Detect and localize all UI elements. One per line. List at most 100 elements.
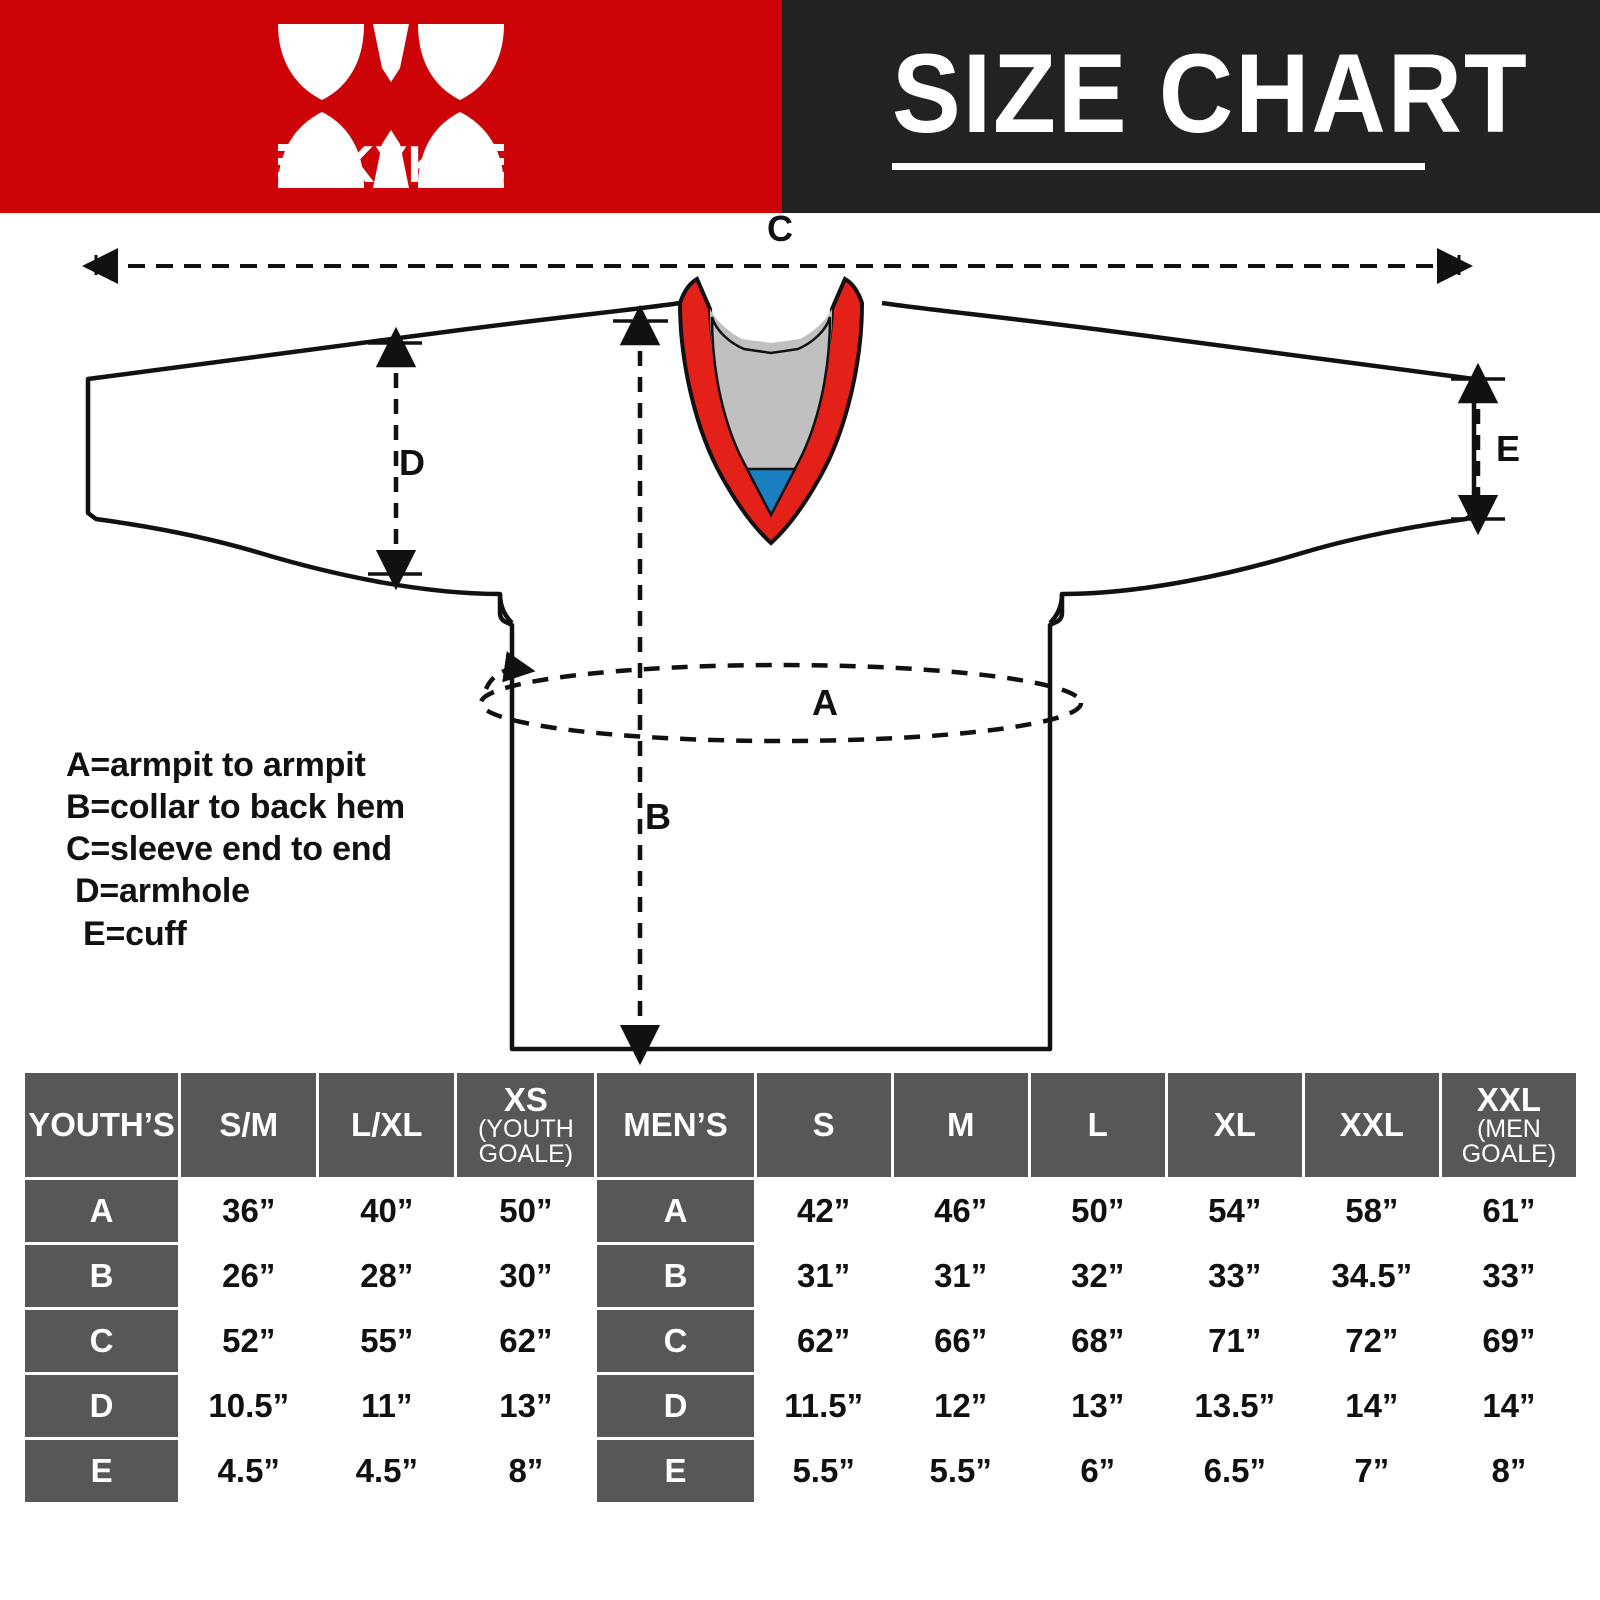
cell-youth: 13” — [457, 1375, 595, 1437]
row-label-youth: D — [25, 1375, 179, 1437]
cell-mens: 5.5” — [893, 1440, 1028, 1502]
row-label-youth: E — [25, 1440, 179, 1502]
header-mens-xxl-goale-main: XXL — [1476, 1081, 1542, 1119]
cell-mens: 6” — [1030, 1440, 1165, 1502]
kxk-wordmark: KXK — [278, 135, 504, 190]
row-label-mens: C — [597, 1310, 754, 1372]
header-youth-xs-main: XS — [503, 1081, 548, 1119]
cell-mens: 32” — [1030, 1245, 1165, 1307]
cell-youth: 4.5” — [181, 1440, 317, 1502]
cell-mens: 7” — [1304, 1440, 1439, 1502]
cell-mens: 33” — [1441, 1245, 1576, 1307]
row-label-youth: B — [25, 1245, 179, 1307]
header-mens-s: S — [756, 1073, 891, 1177]
brand-panel: KXK — [0, 0, 782, 213]
dimension-label-e: E — [1496, 428, 1520, 469]
size-table: YOUTH’S S/M L/XL XS (YOUTH GOALE) MEN’S … — [22, 1070, 1579, 1505]
cell-mens: 8” — [1441, 1440, 1576, 1502]
cell-mens: 42” — [756, 1180, 891, 1242]
legend-line-a: A=armpit to armpit — [66, 746, 366, 784]
dimension-e: E — [1451, 362, 1520, 536]
dimension-a: A — [478, 651, 1084, 744]
cell-mens: 50” — [1030, 1180, 1165, 1242]
measurement-legend: A=armpit to armpit B=collar to back hem … — [66, 744, 405, 955]
cell-youth: 8” — [457, 1440, 595, 1502]
cell-youth: 40” — [319, 1180, 455, 1242]
size-table-wrap: YOUTH’S S/M L/XL XS (YOUTH GOALE) MEN’S … — [22, 1070, 1579, 1505]
cell-mens: 68” — [1030, 1310, 1165, 1372]
header-mens-l: L — [1030, 1073, 1165, 1177]
cell-mens: 72” — [1304, 1310, 1439, 1372]
header-mens-xl: XL — [1167, 1073, 1302, 1177]
cell-mens: 31” — [756, 1245, 891, 1307]
svg-text:KXK: KXK — [338, 135, 444, 190]
page-header: KXK SIZE CHART — [0, 0, 1600, 213]
row-label-mens: A — [597, 1180, 754, 1242]
cell-mens: 54” — [1167, 1180, 1302, 1242]
dimension-label-d: D — [399, 442, 425, 483]
legend-line-b: B=collar to back hem — [66, 788, 405, 827]
row-label-mens: D — [597, 1375, 754, 1437]
cell-mens: 13” — [1030, 1375, 1165, 1437]
title-panel: SIZE CHART — [782, 0, 1600, 213]
row-label-mens: B — [597, 1245, 754, 1307]
dimension-label-c: C — [767, 213, 793, 249]
header-youth-xs-sub: (YOUTH GOALE) — [477, 1114, 574, 1168]
row-label-youth: A — [25, 1180, 179, 1242]
header-youth-xs: XS (YOUTH GOALE) — [457, 1073, 595, 1177]
jersey-collar — [677, 276, 865, 546]
kxk-logo-mark — [278, 23, 504, 188]
cell-youth: 26” — [181, 1245, 317, 1307]
header-youth-group: YOUTH’S — [25, 1073, 179, 1177]
cell-mens: 62” — [756, 1310, 891, 1372]
cell-youth: 10.5” — [181, 1375, 317, 1437]
row-label-mens: E — [597, 1440, 754, 1502]
cell-mens: 33” — [1167, 1245, 1302, 1307]
cell-mens: 12” — [893, 1375, 1028, 1437]
cell-mens: 11.5” — [756, 1375, 891, 1437]
cell-mens: 69” — [1441, 1310, 1576, 1372]
jersey-diagram-svg: C D — [82, 213, 1520, 1066]
table-row: A 36” 40” 50” A 42” 46” 50” 54” 58” 61” — [25, 1180, 1576, 1242]
jersey-diagram: C D — [0, 213, 1600, 1070]
table-row: C 52” 55” 62” C 62” 66” 68” 71” 72” 69” — [25, 1310, 1576, 1372]
cell-mens: 66” — [893, 1310, 1028, 1372]
legend-line-c: C=sleeve end to end — [66, 830, 392, 869]
table-row: E 4.5” 4.5” 8” E 5.5” 5.5” 6” 6.5” 7” 8” — [25, 1440, 1576, 1502]
header-mens-xxl-goale-sub: (MEN GOALE) — [1461, 1114, 1557, 1168]
dimension-label-a: A — [812, 682, 838, 723]
cell-mens: 58” — [1304, 1180, 1439, 1242]
cell-mens: 6.5” — [1167, 1440, 1302, 1502]
page-title: SIZE CHART — [892, 30, 1529, 156]
cell-youth: 62” — [457, 1310, 595, 1372]
cell-mens: 14” — [1441, 1375, 1576, 1437]
jersey-outline — [85, 300, 1477, 1052]
title-block: SIZE CHART — [892, 30, 1584, 170]
cell-mens: 34.5” — [1304, 1245, 1439, 1307]
cell-mens: 31” — [893, 1245, 1028, 1307]
cell-youth: 30” — [457, 1245, 595, 1307]
title-underline — [892, 162, 1425, 170]
header-mens-group: MEN’S — [597, 1073, 754, 1177]
header-mens-xxl-goale: XXL (MEN GOALE) — [1441, 1073, 1576, 1177]
header-youth-sm: S/M — [181, 1073, 317, 1177]
kxk-logo: KXK — [276, 12, 506, 202]
cell-youth: 11” — [319, 1375, 455, 1437]
table-row: D 10.5” 11” 13” D 11.5” 12” 13” 13.5” 14… — [25, 1375, 1576, 1437]
header-mens-m: M — [893, 1073, 1028, 1177]
cell-mens: 71” — [1167, 1310, 1302, 1372]
cell-mens: 46” — [893, 1180, 1028, 1242]
row-label-youth: C — [25, 1310, 179, 1372]
dimension-label-b: B — [645, 796, 671, 837]
cell-youth: 4.5” — [319, 1440, 455, 1502]
dimension-c: C — [82, 213, 1473, 284]
cell-youth: 36” — [181, 1180, 317, 1242]
table-header-row: YOUTH’S S/M L/XL XS (YOUTH GOALE) MEN’S … — [25, 1073, 1576, 1177]
legend-line-d: D=armhole — [75, 872, 250, 911]
table-row: B 26” 28” 30” B 31” 31” 32” 33” 34.5” 33… — [25, 1245, 1576, 1307]
dimension-d: D — [368, 326, 425, 591]
cell-youth: 50” — [457, 1180, 595, 1242]
cell-mens: 5.5” — [756, 1440, 891, 1502]
cell-youth: 55” — [319, 1310, 455, 1372]
cell-youth: 28” — [319, 1245, 455, 1307]
